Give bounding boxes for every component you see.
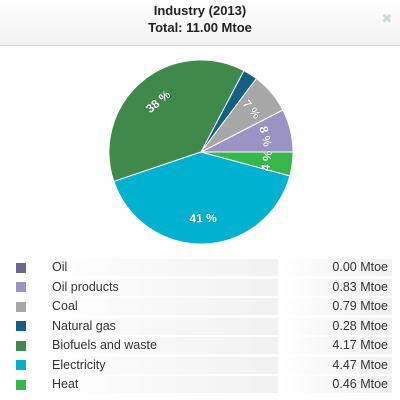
close-icon[interactable]: ✖ — [381, 11, 393, 26]
legend-swatch — [16, 340, 26, 351]
legend-value: 0.00 Mtoe — [280, 259, 392, 277]
legend-row[interactable]: Oil 0.00 Mtoe — [8, 258, 392, 278]
slice-percent-label: 4 % — [258, 149, 275, 172]
chart-header: Industry (2013) Total: 11.00 Mtoe ✖ — [0, 0, 400, 46]
legend-row[interactable]: Heat 0.46 Mtoe — [8, 375, 392, 395]
legend-label: Coal — [48, 298, 278, 316]
legend-swatch — [16, 379, 26, 390]
legend-swatch — [16, 301, 26, 312]
legend-value: 4.17 Mtoe — [280, 337, 392, 355]
legend-label: Biofuels and waste — [48, 337, 278, 355]
legend-value: 4.47 Mtoe — [280, 356, 392, 374]
legend-label: Oil products — [48, 278, 278, 296]
legend-value: 0.28 Mtoe — [280, 317, 392, 335]
legend-label: Electricity — [48, 356, 278, 374]
legend-swatch — [16, 262, 26, 273]
legend-swatch — [16, 360, 26, 371]
legend-row[interactable]: Coal 0.79 Mtoe — [8, 297, 392, 317]
slice-biofuels-and-waste[interactable] — [108, 59, 245, 183]
slice-heat[interactable] — [200, 151, 294, 177]
legend-row[interactable]: Natural gas 0.28 Mtoe — [8, 317, 392, 337]
legend-label: Oil — [48, 259, 278, 277]
pie-chart: 8 %7 %38 %41 %4 % — [108, 59, 294, 245]
legend-row[interactable]: Biofuels and waste 4.17 Mtoe — [8, 336, 392, 356]
legend-swatch — [16, 321, 26, 332]
slice-percent-label: 8 % — [256, 125, 275, 149]
legend-row[interactable]: Electricity 4.47 Mtoe — [8, 356, 392, 376]
legend-value: 0.46 Mtoe — [280, 376, 392, 394]
legend-label: Heat — [48, 376, 278, 394]
legend-row[interactable]: Oil products 0.83 Mtoe — [8, 278, 392, 298]
chart-subtitle: Total: 11.00 Mtoe — [148, 20, 252, 35]
slice-percent-label: 41 % — [189, 211, 217, 226]
legend-table: Oil 0.00 Mtoe Oil products 0.83 Mtoe Coal 0.7… — [8, 258, 392, 395]
legend-swatch — [16, 282, 26, 293]
legend-value: 0.79 Mtoe — [280, 298, 392, 316]
legend-label: Natural gas — [48, 317, 278, 335]
chart-title: Industry (2013) — [153, 3, 247, 18]
slice-electricity[interactable] — [113, 151, 291, 245]
legend-value: 0.83 Mtoe — [280, 278, 392, 296]
